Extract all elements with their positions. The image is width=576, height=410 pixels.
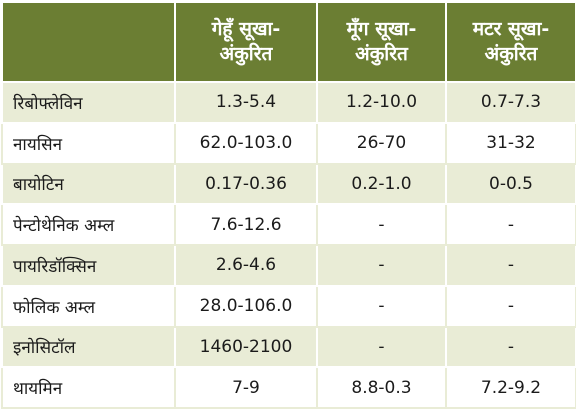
header-peas: मटर सूखा- अंकुरित: [445, 1, 576, 83]
header-corner-cell: [1, 1, 176, 83]
moong-value: -: [316, 284, 447, 328]
peas-value: 7.2-9.2: [445, 366, 576, 409]
wheat-value: 62.0-103.0: [174, 121, 318, 165]
table-row: नायसिन 62.0-103.0 26-70 31-32: [1, 121, 576, 165]
table-row: रिबोफ्लेविन 1.3-5.4 1.2-10.0 0.7-7.3: [1, 81, 576, 124]
row-name: नायसिन: [1, 121, 176, 165]
moong-value: 1.2-10.0: [316, 81, 447, 124]
moong-value: -: [316, 203, 447, 246]
header-peas-line1: मटर सूखा-: [472, 18, 550, 40]
header-peas-line2: अंकुरित: [484, 43, 538, 65]
moong-value: 0.2-1.0: [316, 162, 447, 206]
peas-value: -: [445, 244, 576, 287]
wheat-value: 7.6-12.6: [174, 203, 318, 246]
header-wheat: गेहूँ सूखा- अंकुरित: [174, 1, 318, 83]
moong-value: -: [316, 244, 447, 287]
row-name: थायमिन: [1, 366, 176, 409]
header-moong-line1: मूँग सूखा-: [346, 18, 417, 40]
wheat-value: 1.3-5.4: [174, 81, 318, 124]
wheat-value: 1460-2100: [174, 325, 318, 369]
table-row: फोलिक अम्ल 28.0-106.0 - -: [1, 284, 576, 328]
row-name: बायोटिन: [1, 162, 176, 206]
header-moong-line2: अंकुरित: [355, 43, 408, 65]
peas-value: -: [445, 325, 576, 369]
row-name: पायरिडॉक्सिन: [1, 244, 176, 287]
header-wheat-line1: गेहूँ सूखा-: [211, 18, 281, 40]
header-wheat-line2: अंकुरित: [219, 43, 273, 65]
peas-value: -: [445, 203, 576, 246]
table-row: थायमिन 7-9 8.8-0.3 7.2-9.2: [1, 366, 576, 409]
header-moong: मूँग सूखा- अंकुरित: [316, 1, 447, 83]
wheat-value: 28.0-106.0: [174, 284, 318, 328]
peas-value: -: [445, 284, 576, 328]
moong-value: 8.8-0.3: [316, 366, 447, 409]
wheat-value: 2.6-4.6: [174, 244, 318, 287]
wheat-value: 7-9: [174, 366, 318, 409]
moong-value: 26-70: [316, 121, 447, 165]
table-row: पेन्टोथेनिक अम्ल 7.6-12.6 - -: [1, 203, 576, 246]
table-row: बायोटिन 0.17-0.36 0.2-1.0 0-0.5: [1, 162, 576, 206]
moong-value: -: [316, 325, 447, 369]
table-row: पायरिडॉक्सिन 2.6-4.6 - -: [1, 244, 576, 287]
wheat-value: 0.17-0.36: [174, 162, 318, 206]
table-row: इनोसिटॉल 1460-2100 - -: [1, 325, 576, 369]
peas-value: 0-0.5: [445, 162, 576, 206]
row-name: इनोसिटॉल: [1, 325, 176, 369]
peas-value: 31-32: [445, 121, 576, 165]
peas-value: 0.7-7.3: [445, 81, 576, 124]
table-header-row: गेहूँ सूखा- अंकुरित मूँग सूखा- अंकुरित म…: [1, 1, 576, 83]
row-name: रिबोफ्लेविन: [1, 81, 176, 124]
row-name: फोलिक अम्ल: [1, 284, 176, 328]
row-name: पेन्टोथेनिक अम्ल: [1, 203, 176, 246]
